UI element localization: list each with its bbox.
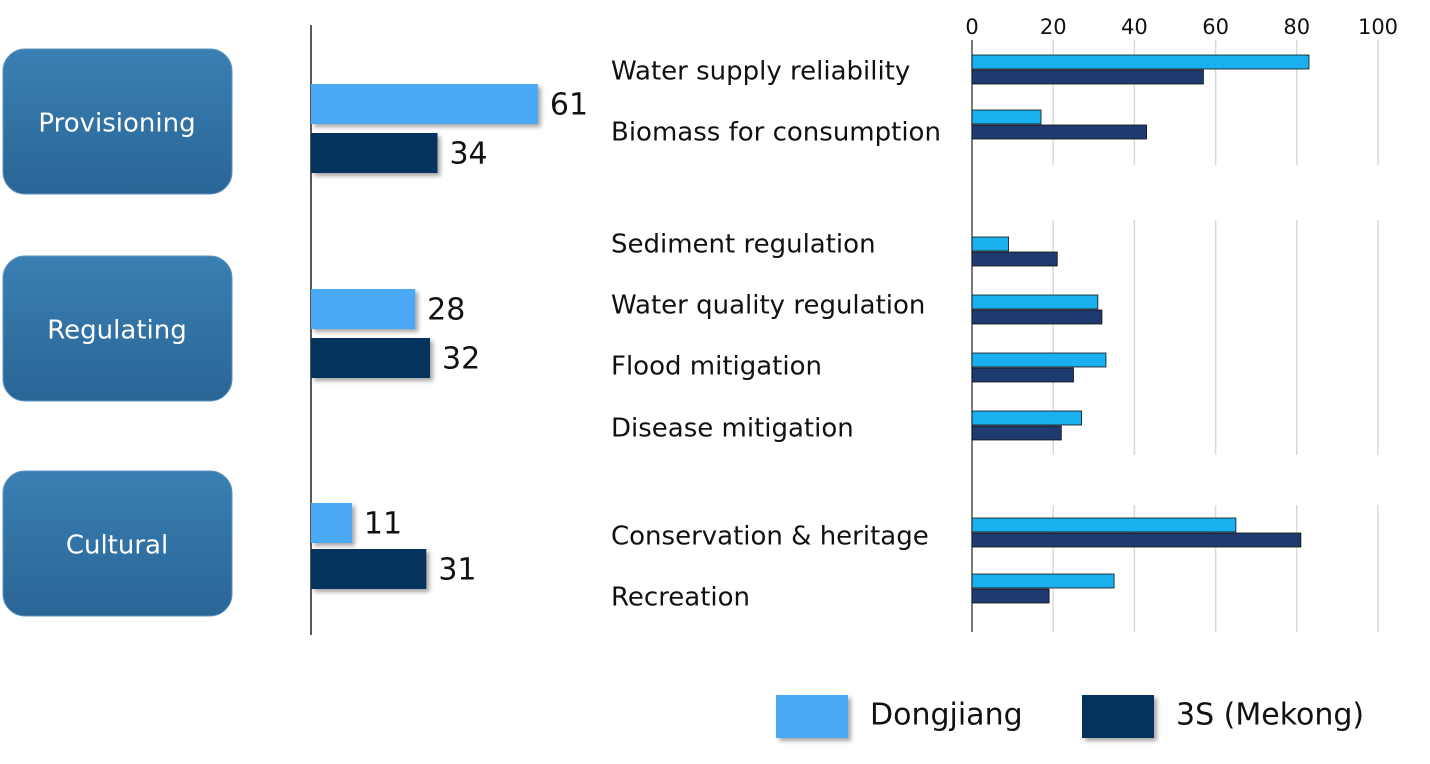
category-label: Provisioning bbox=[38, 109, 195, 139]
x-tick-label: 100 bbox=[1358, 15, 1398, 39]
x-tick-label: 0 bbox=[965, 15, 978, 39]
bar bbox=[971, 352, 1107, 368]
value-label: 28 bbox=[427, 293, 465, 328]
bar bbox=[971, 294, 1099, 310]
x-tick-label: 80 bbox=[1283, 15, 1310, 39]
category-label: Cultural bbox=[66, 531, 168, 561]
category-label: Biomass for consumption bbox=[611, 118, 941, 148]
x-tick-label: 40 bbox=[1121, 15, 1148, 39]
bar bbox=[311, 289, 416, 329]
bar bbox=[311, 133, 438, 173]
category-label: Disease mitigation bbox=[611, 414, 854, 444]
bar bbox=[971, 573, 1115, 589]
category-box bbox=[2, 255, 233, 402]
bar bbox=[971, 425, 1062, 441]
category-label: Water supply reliability bbox=[611, 57, 910, 87]
category-label: Water quality regulation bbox=[611, 291, 925, 321]
legend-swatch bbox=[776, 695, 848, 738]
bar bbox=[311, 503, 352, 543]
bar bbox=[971, 251, 1058, 267]
bar bbox=[971, 236, 1009, 252]
category-label: Sediment regulation bbox=[611, 230, 876, 260]
bar bbox=[311, 549, 427, 589]
x-tick-label: 60 bbox=[1202, 15, 1229, 39]
bar bbox=[971, 309, 1103, 325]
value-label: 34 bbox=[449, 137, 487, 172]
value-label: 31 bbox=[438, 553, 476, 588]
legend-label: Dongjiang bbox=[870, 698, 1023, 733]
bar bbox=[971, 69, 1204, 85]
legend-label: 3S (Mekong) bbox=[1176, 698, 1364, 733]
legend-swatch bbox=[1082, 695, 1154, 738]
bar bbox=[971, 532, 1302, 548]
category-label: Flood mitigation bbox=[611, 352, 822, 382]
bar bbox=[971, 54, 1310, 70]
category-label: Regulating bbox=[47, 316, 186, 346]
category-box bbox=[2, 470, 233, 617]
category-label: Conservation & heritage bbox=[611, 522, 929, 552]
bar bbox=[971, 124, 1147, 140]
value-label: 11 bbox=[364, 507, 402, 542]
category-box bbox=[2, 48, 233, 195]
x-tick-label: 20 bbox=[1040, 15, 1067, 39]
bar bbox=[971, 410, 1083, 426]
category-label: Recreation bbox=[611, 583, 750, 613]
value-label: 32 bbox=[442, 342, 480, 377]
bar bbox=[971, 109, 1042, 125]
bar bbox=[311, 84, 538, 124]
value-label: 61 bbox=[550, 88, 588, 123]
bar bbox=[971, 517, 1237, 533]
bar bbox=[971, 367, 1074, 383]
bar bbox=[971, 588, 1050, 604]
bar bbox=[311, 338, 431, 378]
